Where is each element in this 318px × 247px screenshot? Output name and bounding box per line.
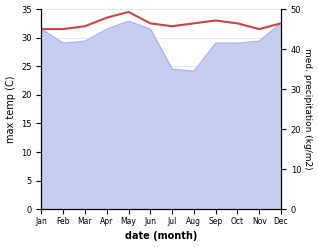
Y-axis label: med. precipitation (kg/m2): med. precipitation (kg/m2) <box>303 48 313 170</box>
Y-axis label: max temp (C): max temp (C) <box>5 75 16 143</box>
X-axis label: date (month): date (month) <box>125 231 197 242</box>
